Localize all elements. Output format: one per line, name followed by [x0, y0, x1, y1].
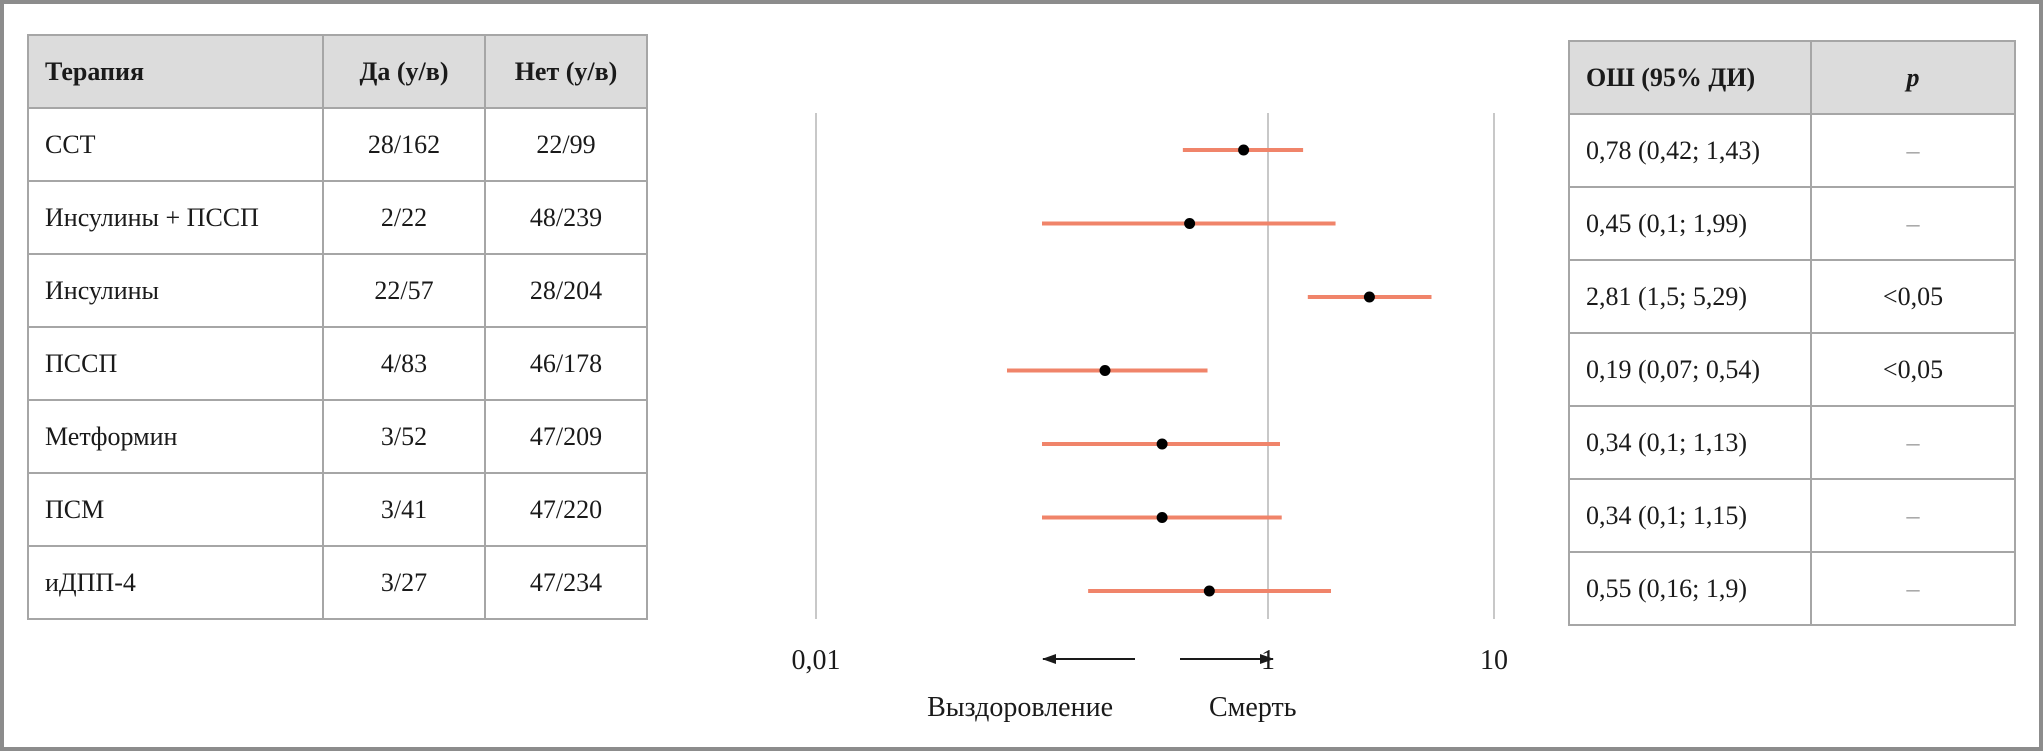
odds-ratio-point: [1156, 438, 1168, 450]
yes-count: 3/27: [322, 545, 486, 620]
odds-ratio-value: 0,34 (0,1; 1,13): [1568, 405, 1812, 480]
therapy-name: ССТ: [27, 107, 324, 182]
table-row: ПСМ 3/41 47/220: [27, 472, 648, 547]
table-row: ССТ 28/162 22/99: [27, 107, 648, 182]
odds-ratio-point: [1156, 512, 1168, 523]
table-row: 0,34 (0,1; 1,15) –: [1568, 478, 2016, 553]
odds-ratio-point: [1184, 218, 1196, 229]
therapy-name: иДПП-4: [27, 545, 324, 620]
x-tick-label: 1: [1261, 645, 1275, 676]
odds-ratio-value: 0,34 (0,1; 1,15): [1568, 478, 1812, 553]
no-count: 22/99: [484, 107, 648, 182]
odds-ratio-value: 0,19 (0,07; 0,54): [1568, 332, 1812, 407]
no-count: 28/204: [484, 253, 648, 328]
yes-count: 3/52: [322, 399, 486, 474]
odds-ratio-point: [1099, 365, 1111, 376]
no-count: 47/209: [484, 399, 648, 474]
header-p-value: p: [1810, 40, 2016, 115]
odds-ratio-table-header: ОШ (95% ДИ) p: [1568, 40, 2016, 115]
odds-ratio-value: 2,81 (1,5; 5,29): [1568, 259, 1812, 334]
odds-ratio-point: [1203, 585, 1215, 597]
p-value: <0,05: [1810, 259, 2016, 334]
odds-ratio-value: 0,78 (0,42; 1,43): [1568, 113, 1812, 188]
therapy-table: Терапия Да (у/в) Нет (у/в) ССТ 28/162 22…: [27, 34, 648, 620]
p-value: –: [1810, 478, 2016, 553]
table-row: 0,45 (0,1; 1,99) –: [1568, 186, 2016, 261]
header-yes: Да (у/в): [322, 34, 486, 109]
therapy-name: ПССП: [27, 326, 324, 401]
p-value: –: [1810, 186, 2016, 261]
confidence-intervals: [1006, 148, 1432, 593]
yes-count: 28/162: [322, 107, 486, 182]
x-tick-label: 10: [1480, 645, 1508, 676]
odds-ratio-points: [1099, 144, 1375, 597]
header-no: Нет (у/в): [484, 34, 648, 109]
death-label: Смерть: [1209, 692, 1296, 723]
no-count: 47/220: [484, 472, 648, 547]
header-therapy: Терапия: [27, 34, 324, 109]
odds-ratio-point: [1238, 144, 1250, 156]
grid-lines: [815, 113, 1495, 619]
table-row: ПССП 4/83 46/178: [27, 326, 648, 401]
recovery-label: Выздоровление: [927, 692, 1113, 723]
p-value: <0,05: [1810, 332, 2016, 407]
odds-ratio-point: [1363, 291, 1375, 303]
yes-count: 22/57: [322, 253, 486, 328]
x-axis-ticks: 0,01 1 10: [792, 645, 1509, 676]
no-count: 46/178: [484, 326, 648, 401]
therapy-name: Инсулины + ПССП: [27, 180, 324, 255]
yes-count: 4/83: [322, 326, 486, 401]
table-row: 0,78 (0,42; 1,43) –: [1568, 113, 2016, 188]
therapy-name: Метформин: [27, 399, 324, 474]
table-row: Инсулины + ПССП 2/22 48/239: [27, 180, 648, 255]
table-row: 0,55 (0,16; 1,9) –: [1568, 551, 2016, 626]
odds-ratio-value: 0,55 (0,16; 1,9): [1568, 551, 1812, 626]
no-count: 47/234: [484, 545, 648, 620]
p-value: –: [1810, 405, 2016, 480]
x-tick-label: 0,01: [792, 645, 841, 676]
odds-ratio-table: ОШ (95% ДИ) p 0,78 (0,42; 1,43) – 0,45 (…: [1568, 40, 2016, 626]
table-row: 0,34 (0,1; 1,13) –: [1568, 405, 2016, 480]
therapy-table-header: Терапия Да (у/в) Нет (у/в): [27, 34, 648, 109]
table-row: 2,81 (1,5; 5,29) <0,05: [1568, 259, 2016, 334]
therapy-name: ПСМ: [27, 472, 324, 547]
no-count: 48/239: [484, 180, 648, 255]
odds-ratio-value: 0,45 (0,1; 1,99): [1568, 186, 1812, 261]
yes-count: 3/41: [322, 472, 486, 547]
table-row: Инсулины 22/57 28/204: [27, 253, 648, 328]
p-value: –: [1810, 551, 2016, 626]
p-value: –: [1810, 113, 2016, 188]
table-row: Метформин 3/52 47/209: [27, 399, 648, 474]
header-odds-ratio: ОШ (95% ДИ): [1568, 40, 1812, 115]
therapy-name: Инсулины: [27, 253, 324, 328]
table-row: иДПП-4 3/27 47/234: [27, 545, 648, 620]
yes-count: 2/22: [322, 180, 486, 255]
table-row: 0,19 (0,07; 0,54) <0,05: [1568, 332, 2016, 407]
